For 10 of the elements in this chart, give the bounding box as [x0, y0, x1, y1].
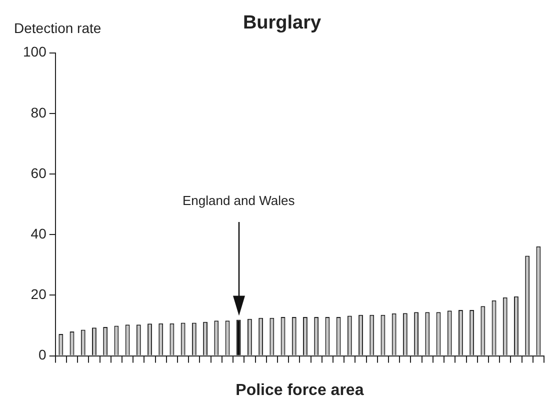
- y-tick-label: 100: [23, 44, 47, 60]
- y-tick-label: 40: [30, 225, 47, 242]
- y-tick-label: 0: [38, 346, 47, 363]
- annotation: England and Wales: [182, 193, 296, 208]
- y-tick-label: 60: [30, 164, 47, 181]
- y-tick-label: 20: [30, 286, 47, 302]
- y-tick-label: 80: [30, 104, 47, 120]
- chart-title: Burglary: [242, 12, 322, 34]
- y-axis-title: Detection rate: [14, 20, 102, 36]
- x-axis-title: Police force area: [236, 382, 364, 399]
